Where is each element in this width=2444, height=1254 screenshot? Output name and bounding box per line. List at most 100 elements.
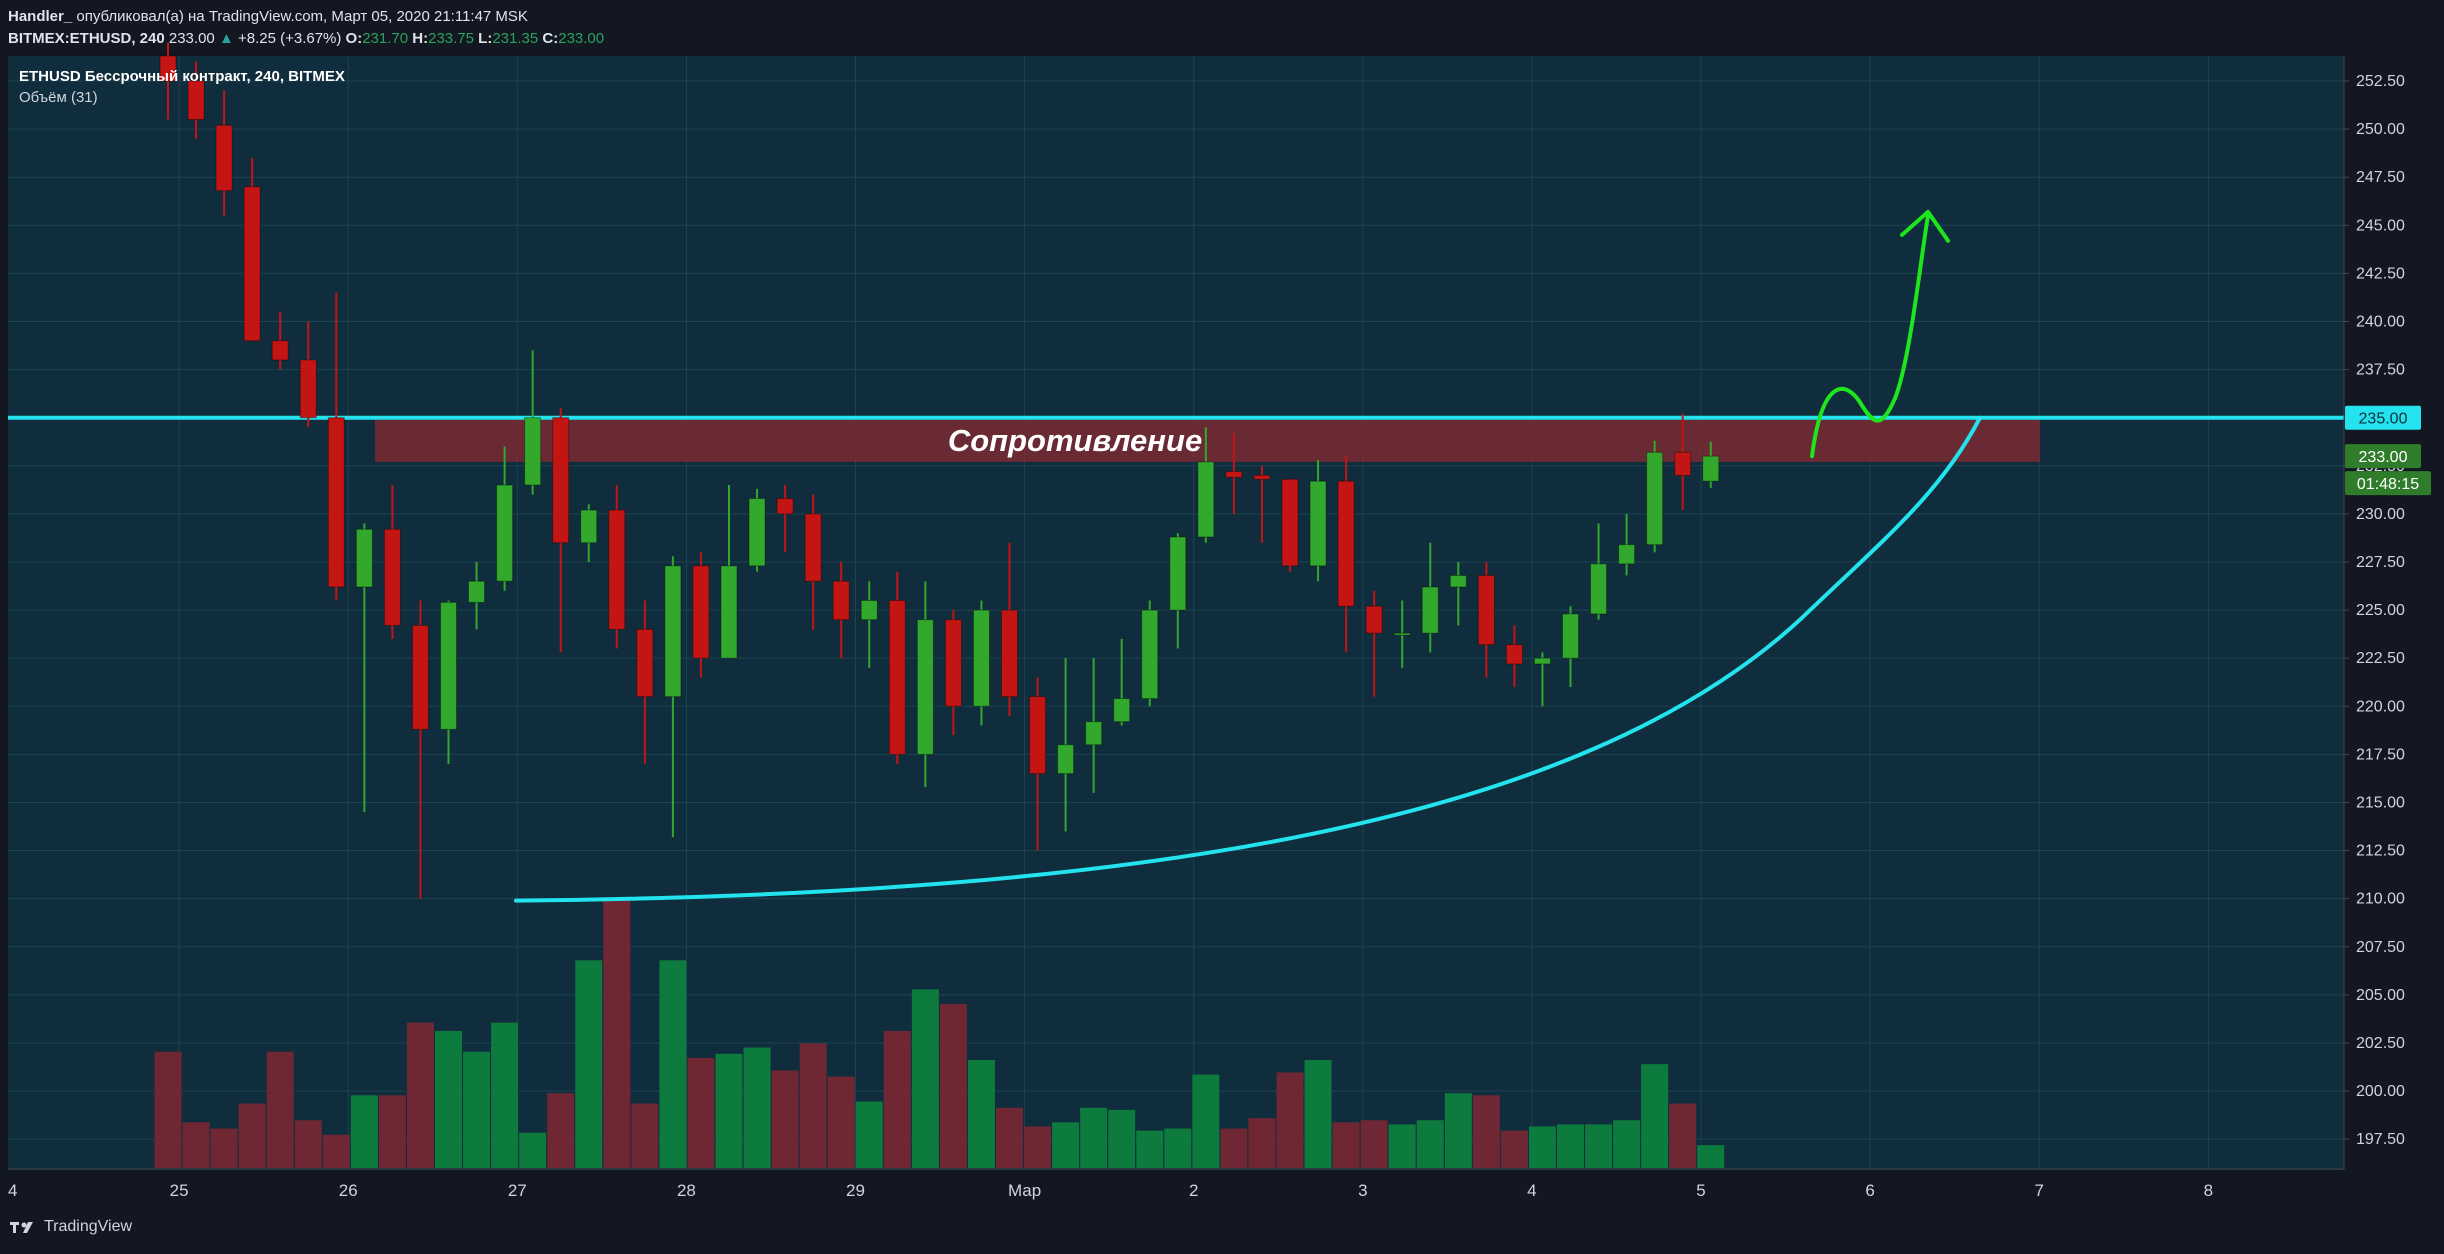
- candle-body: [944, 619, 962, 707]
- candle-body: [608, 509, 626, 630]
- price-tick-label: 237.50: [2356, 362, 2405, 379]
- volume-bar: [463, 1051, 491, 1168]
- publish-line: Handler_ опубликовал(а) на TradingView.c…: [8, 6, 604, 28]
- candle-body: [243, 186, 261, 342]
- candle-body: [1477, 574, 1495, 646]
- chart-legend: ETHUSD Бессрочный контракт, 240, BITMEX …: [19, 66, 345, 108]
- price-axis-panel[interactable]: [2344, 56, 2444, 1170]
- candle-body: [1281, 478, 1299, 567]
- candle-body: [299, 359, 317, 419]
- candle-body: [159, 55, 177, 82]
- change-arrow-icon: ▲: [218, 30, 234, 47]
- candle-body: [888, 599, 906, 755]
- volume-bar: [883, 1030, 911, 1168]
- candle-body: [1001, 609, 1018, 698]
- candle-body: [1225, 471, 1243, 478]
- price-tick-label: 245.00: [2356, 217, 2405, 234]
- footer-brand[interactable]: TradingView: [44, 1218, 133, 1235]
- support-curve[interactable]: [514, 415, 1982, 903]
- volume-bar: [1472, 1095, 1500, 1168]
- time-tick-label: 29: [846, 1181, 865, 1200]
- resistance-price-label-bg: [2345, 405, 2421, 430]
- candle-body: [1393, 632, 1411, 636]
- volume-bar: [1332, 1122, 1360, 1168]
- price-change: +8.25 (+3.67%): [237, 30, 342, 47]
- price-tick-label: 247.50: [2356, 169, 2405, 186]
- candle-body: [720, 565, 738, 659]
- resistance-price-label: 235.00: [2359, 411, 2408, 428]
- candle-body: [1253, 474, 1271, 480]
- price-tick-label: 240.00: [2356, 313, 2405, 330]
- high-value: 233.75: [428, 30, 474, 47]
- volume-bar: [210, 1128, 238, 1168]
- volume-bar: [1528, 1126, 1556, 1168]
- volume-bars: [154, 898, 1725, 1168]
- volume-bar: [1052, 1122, 1080, 1168]
- candle-body: [1337, 480, 1355, 607]
- time-tick-label: Мар: [1008, 1181, 1041, 1200]
- volume-bar: [1557, 1124, 1584, 1168]
- candle-body: [187, 80, 205, 120]
- price-tick-label: 212.50: [2356, 843, 2405, 860]
- tradingview-logo-icon[interactable]: [8, 1219, 38, 1235]
- volume-bar: [1697, 1145, 1725, 1168]
- low-value: 231.35: [492, 30, 539, 47]
- price-tick-label: 210.00: [2356, 891, 2405, 908]
- candle-body: [804, 513, 822, 582]
- time-tick-label: 2: [1189, 1181, 1198, 1200]
- candle-body: [440, 601, 457, 730]
- time-tick-label: 7: [2034, 1181, 2043, 1200]
- volume-bar: [1416, 1120, 1444, 1168]
- candle-body: [1309, 480, 1327, 567]
- high-label: H:: [412, 30, 429, 47]
- projection-arrow-head: [1900, 209, 1950, 243]
- volume-bar: [1641, 1064, 1669, 1168]
- projection-arrow[interactable]: [1810, 213, 1930, 459]
- candle-body: [1365, 605, 1383, 634]
- candle-body: [1505, 644, 1523, 665]
- price-tick-label: 200.00: [2356, 1083, 2405, 1100]
- volume-bar: [939, 1003, 967, 1168]
- price-tick-label: 250.00: [2356, 121, 2405, 138]
- resistance-zone: [375, 419, 2040, 462]
- candle-body: [496, 484, 514, 582]
- low-label: L:: [478, 30, 493, 47]
- volume-bar: [1388, 1124, 1416, 1168]
- volume-bar: [1613, 1120, 1641, 1168]
- candle-body: [1562, 613, 1579, 659]
- chart-background: [8, 56, 2344, 1170]
- volume-bar: [855, 1101, 883, 1168]
- time-tick-label: 4: [8, 1181, 17, 1200]
- volume-bar: [435, 1030, 462, 1168]
- price-tick-label: 242.50: [2356, 265, 2405, 282]
- volume-bar: [350, 1095, 378, 1168]
- legend-volume: Объём (31): [19, 89, 98, 106]
- volume-bar: [1444, 1093, 1472, 1168]
- volume-bar: [1136, 1130, 1164, 1168]
- candle-body: [692, 565, 710, 659]
- volume-bar: [1304, 1060, 1332, 1168]
- price-tick-label: 230.00: [2356, 506, 2405, 523]
- price-tick-label: 207.50: [2356, 939, 2405, 956]
- volume-bar: [1192, 1074, 1220, 1168]
- price-tick-label: 197.50: [2356, 1131, 2405, 1148]
- time-tick-label: 28: [677, 1181, 696, 1200]
- candle-body: [972, 609, 990, 707]
- price-labels: 235.00 233.00 01:48:15: [2345, 405, 2431, 496]
- candle-body: [1421, 586, 1439, 634]
- author-name[interactable]: Handler_: [8, 8, 73, 25]
- time-tick-label: 5: [1696, 1181, 1705, 1200]
- volume-bar: [771, 1070, 799, 1168]
- volume-bar: [575, 960, 603, 1168]
- volume-bar: [1220, 1128, 1248, 1168]
- candle-body: [215, 124, 233, 192]
- time-tick-label: 26: [339, 1181, 358, 1200]
- candle-body: [1141, 609, 1159, 700]
- volume-bar: [967, 1060, 995, 1168]
- time-axis[interactable]: 4 25 26 27 28 29 Мар 2 3 4 5 6 7 8: [8, 1181, 2213, 1200]
- volume-bar: [1360, 1120, 1388, 1168]
- legend-title: ETHUSD Бессрочный контракт, 240, BITMEX: [19, 68, 345, 85]
- candle-body: [1590, 563, 1608, 615]
- price-tick-label: 220.00: [2356, 698, 2405, 715]
